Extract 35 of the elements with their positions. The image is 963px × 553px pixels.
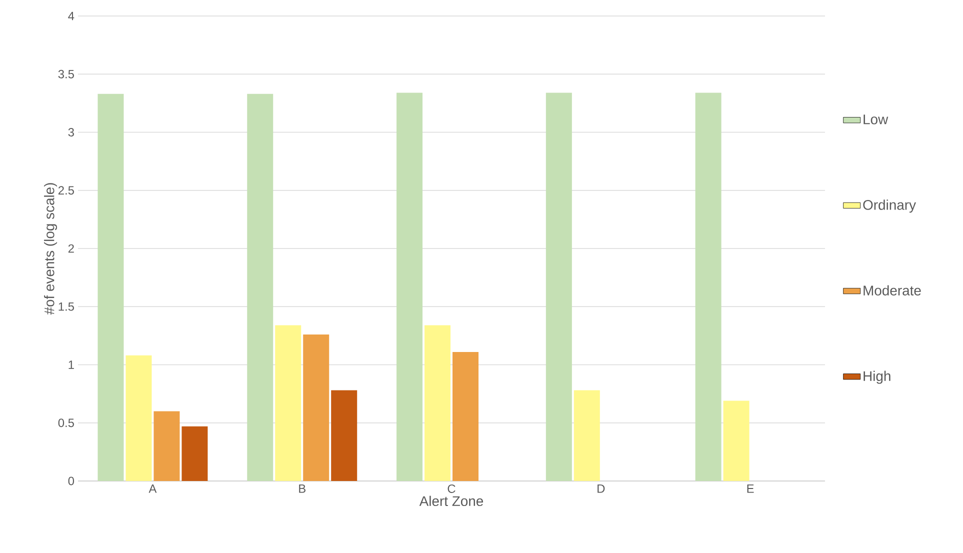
y-tick-label: 3.5 <box>58 70 74 78</box>
x-tick-label: B <box>299 484 306 493</box>
y-axis-title: #of events (log scale) <box>44 183 58 315</box>
x-tick-label: C <box>448 484 456 493</box>
bar <box>424 325 451 481</box>
y-tick-label: 4 <box>68 12 74 20</box>
bar <box>98 94 124 481</box>
bar <box>396 92 423 481</box>
x-tick-label: E <box>747 484 754 493</box>
x-tick-label: A <box>148 484 157 493</box>
y-tick-label: 3 <box>68 128 74 136</box>
legend-label: High <box>864 370 890 384</box>
bar <box>126 355 152 481</box>
y-tick-label: 1 <box>68 360 74 369</box>
bar <box>723 400 750 481</box>
legend-label: Moderate <box>864 285 921 296</box>
bar <box>247 94 274 481</box>
x-axis-title: Alert Zone <box>419 496 484 506</box>
bar <box>275 325 302 481</box>
y-tick-label: 0 <box>68 476 74 486</box>
y-tick-label: 0.5 <box>58 418 74 428</box>
bar <box>546 92 572 481</box>
bar <box>574 390 600 481</box>
bar <box>182 426 208 481</box>
bar <box>154 411 180 481</box>
y-tick-label: 2 <box>68 244 74 253</box>
bar <box>303 334 330 481</box>
bar <box>331 390 358 481</box>
bar <box>452 352 479 481</box>
legend-label: Ordinary <box>863 200 916 213</box>
y-tick-label: 1.5 <box>58 302 74 311</box>
y-tick-label: 2.5 <box>58 186 74 195</box>
bar <box>695 92 722 481</box>
x-tick-label: D <box>598 484 605 493</box>
legend-label: Low <box>864 114 888 124</box>
